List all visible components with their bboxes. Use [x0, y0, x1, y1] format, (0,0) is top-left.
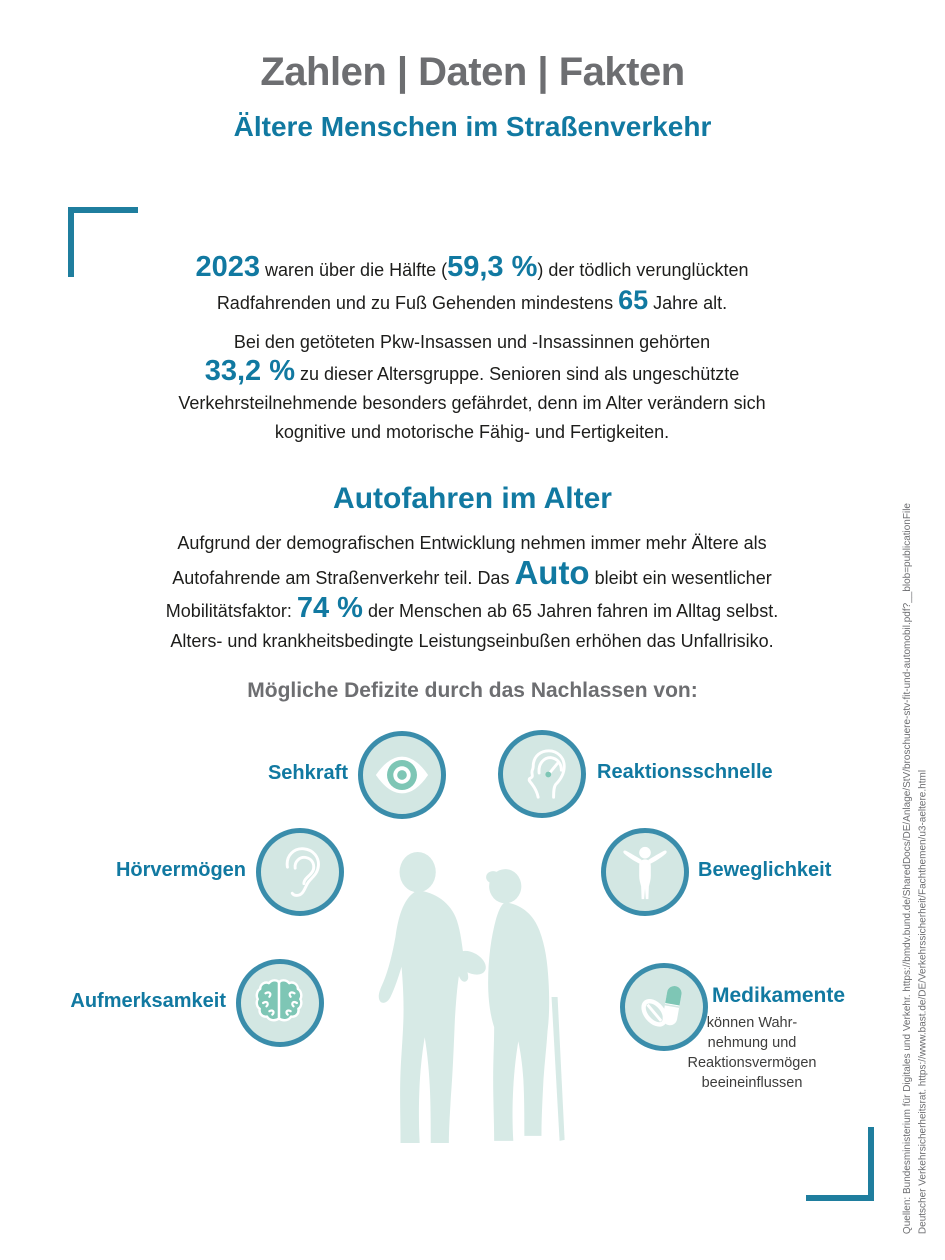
body-text: Autofahrende am Straßenverkehr teil. Das	[172, 568, 515, 588]
corner-bracket-bottom-right	[806, 1127, 874, 1201]
label-medikamente: Medikamente	[712, 984, 846, 1007]
intro-paragraph-1: 2023 waren über die Hälfte (59,3 %) der …	[92, 252, 852, 318]
medikamente-note: können Wahr- nehmung und Reaktionsvermög…	[687, 1015, 817, 1091]
stat-car-occupants-pct: 33,2 %	[204, 355, 295, 387]
stat-age-threshold: 65	[618, 285, 649, 315]
eye-icon	[358, 731, 446, 819]
label-sehkraft: Sehkraft	[267, 762, 348, 784]
autofahren-paragraph: Aufgrund der demografischen Entwicklung …	[92, 528, 852, 656]
elderly-couple-silhouette	[378, 852, 565, 1143]
intro-text: zu dieser Altersgruppe. Senioren sind al…	[295, 364, 740, 384]
stat-self-driving-pct: 74 %	[296, 592, 363, 624]
page-subtitle: Ältere Menschen im Straßenverkehr	[233, 111, 712, 142]
intro-text: waren über die Hälfte (	[260, 260, 448, 280]
label-aufmerksamkeit: Aufmerksamkeit	[70, 990, 226, 1012]
label-beweglichkeit: Beweglichkeit	[698, 859, 832, 881]
body-text: Alters- und krankheitsbedingte Leistungs…	[170, 631, 774, 651]
brain-icon	[236, 959, 324, 1047]
head-gauge-icon	[498, 730, 586, 818]
label-reaktionsschnelle: Reaktionsschnelle	[597, 761, 773, 783]
intro-text: Bei den getöteten Pkw-Insassen und -Insa…	[233, 332, 711, 352]
body-text: bleibt ein wesentlicher	[589, 568, 772, 588]
intro-section: 2023 waren über die Hälfte (59,3 %) der …	[92, 252, 852, 447]
intro-text: kognitive und motorische Fähig- und Fert…	[274, 422, 670, 442]
source-line-1: Quellen: Bundesministerium für Digitales…	[902, 502, 913, 1234]
intro-paragraph-2: Bei den getöteten Pkw-Insassen und -Insa…	[92, 328, 852, 447]
source-line-2: Deutscher Verkehrsicherheitsrat. https:/…	[917, 769, 929, 1234]
source-references: Quellen: Bundesministerium für Digitales…	[900, 503, 931, 1234]
intro-text: Verkehrsteilnehmende besonders gefährdet…	[178, 393, 766, 413]
intro-text: Jahre alt.	[648, 293, 728, 313]
body-text: der Menschen ab 65 Jahren fahren im Allt…	[362, 601, 779, 621]
label-hoervermoegen: Hörvermögen	[115, 859, 246, 881]
deficits-heading: Mögliche Defizite durch das Nachlassen v…	[247, 679, 698, 702]
section-heading-autofahren: Autofahren im Alter	[333, 482, 612, 515]
ear-icon	[256, 828, 344, 916]
stat-year: 2023	[195, 251, 260, 283]
stretching-person-icon	[601, 828, 689, 916]
body-text: Mobilitätsfaktor:	[165, 601, 297, 621]
corner-bracket-top-left	[68, 207, 138, 277]
pills-icon	[620, 963, 708, 1051]
body-text: Aufgrund der demografischen Entwicklung …	[177, 533, 767, 553]
intro-text: ) der tödlich verunglückten	[537, 260, 749, 280]
stat-auto-word: Auto	[514, 554, 590, 591]
page-title: Zahlen | Daten | Fakten	[260, 50, 685, 94]
stat-fatal-cyclist-pedestrian-pct: 59,3 %	[447, 251, 538, 283]
intro-text: Radfahrenden und zu Fuß Gehenden mindest…	[216, 293, 619, 313]
